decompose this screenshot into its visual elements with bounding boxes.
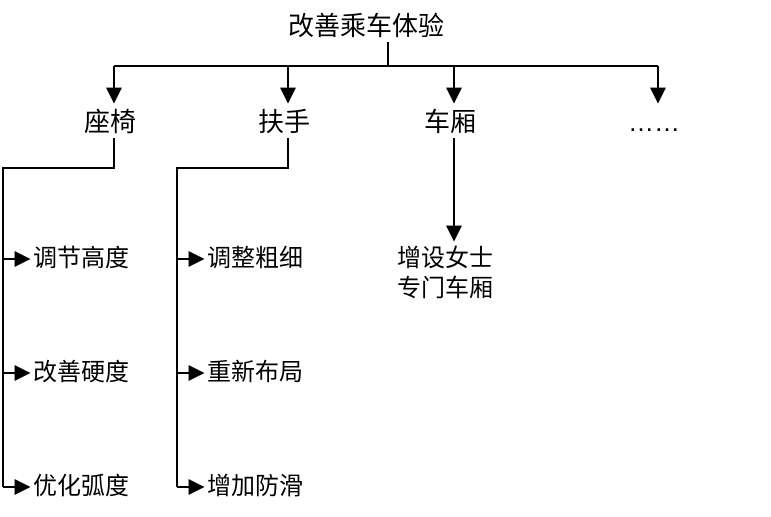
tree-node-cabin: 车厢 [424, 106, 476, 139]
tree-node-more: …… [628, 106, 680, 139]
tree-node-root: 改善乘车体验 [288, 10, 444, 43]
tree-node-seat-height: 调节高度 [33, 244, 129, 274]
tree-node-seats: 座椅 [84, 106, 136, 139]
tree-node-handles: 扶手 [258, 106, 310, 139]
tree-node-seat-curve: 优化弧度 [33, 472, 129, 502]
tree-node-cabin-women: 增设女士专门车厢 [397, 244, 493, 304]
tree-node-seat-hardness: 改善硬度 [33, 358, 129, 388]
tree-node-handle-layout: 重新布局 [207, 358, 303, 388]
tree-node-handle-antislip: 增加防滑 [207, 472, 303, 502]
tree-node-handle-thickness: 调整粗细 [207, 244, 303, 274]
